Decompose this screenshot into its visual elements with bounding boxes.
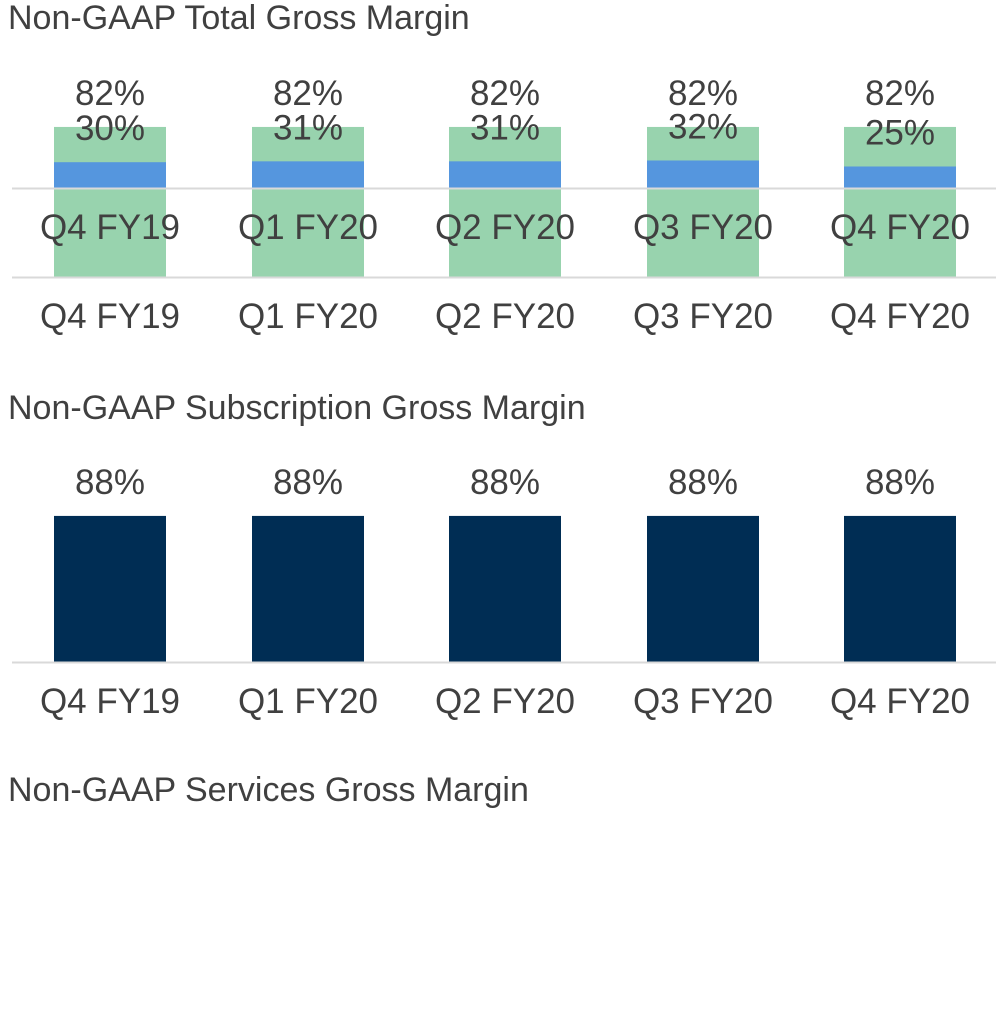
data-label: 82% [668, 74, 738, 113]
chart-title: Non-GAAP Services Gross Margin [8, 771, 529, 809]
category-label: Q2 FY20 [435, 682, 575, 721]
chart-plot: 30% Q4 FY19 31% Q1 FY20 31% Q2 FY20 32% Q3 FY20… [12, 107, 996, 247]
category-label: Q3 FY20 [633, 297, 773, 336]
chart-subscription-gross-margin: Non-GAAP Subscription Gross Margin 88% Q4… [0, 390, 1004, 735]
category-label: Q4 FY20 [830, 682, 970, 721]
chart-plot: 88% Q4 FY19 88% Q1 FY20 88% Q2 FY20 88% Q3 FY20… [12, 463, 996, 721]
category-label: Q3 FY20 [633, 682, 773, 721]
category-label: Q2 FY20 [435, 297, 575, 336]
data-label: 88% [75, 463, 145, 502]
category-label: Q1 FY20 [238, 208, 378, 247]
data-label: 88% [470, 463, 540, 502]
data-label: 82% [865, 74, 935, 113]
category-label: Q4 FY19 [40, 682, 180, 721]
bar-q4-fy19 [54, 162, 166, 188]
chart-services-gross-margin: Non-GAAP Services Gross Margin 30% Q4 FY1… [0, 107, 1004, 1027]
chart-title: Non-GAAP Total Gross Margin [8, 0, 470, 37]
bar-q3-fy20 [647, 160, 759, 188]
category-label: Q3 FY20 [633, 208, 773, 247]
data-label: 82% [273, 74, 343, 113]
data-label: 31% [273, 108, 343, 147]
data-label: 31% [470, 108, 540, 147]
bar-q2-fy20 [449, 515, 561, 662]
bar-q4-fy19 [54, 515, 166, 662]
chart-title: Non-GAAP Subscription Gross Margin [8, 389, 586, 427]
category-label: Q1 FY20 [238, 297, 378, 336]
bar-q4-fy20 [844, 515, 956, 662]
data-label: 88% [865, 463, 935, 502]
bar-q1-fy20 [252, 161, 364, 188]
chart-plot: 82% Q4 FY19 82% Q1 FY20 82% Q2 FY20 82% Q3 FY20… [12, 74, 996, 336]
bar-q4-fy20 [844, 126, 956, 277]
bar-q4-fy19 [54, 126, 166, 277]
bar-q1-fy20 [252, 126, 364, 277]
bar-q3-fy20 [647, 515, 759, 662]
data-label: 82% [75, 74, 145, 113]
data-label: 30% [75, 109, 145, 148]
bar-q1-fy20 [252, 515, 364, 662]
category-label: Q4 FY20 [830, 208, 970, 247]
bar-q3-fy20 [647, 126, 759, 277]
data-label: 32% [668, 107, 738, 146]
category-label: Q2 FY20 [435, 208, 575, 247]
data-label: 88% [273, 463, 343, 502]
data-label: 82% [470, 74, 540, 113]
chart-total-gross-margin: Non-GAAP Total Gross Margin 82% Q4 FY19 82… [0, 0, 1004, 345]
category-label: Q4 FY20 [830, 297, 970, 336]
category-label: Q4 FY19 [40, 297, 180, 336]
bar-q4-fy20 [844, 166, 956, 188]
data-label: 25% [865, 114, 935, 153]
bar-q2-fy20 [449, 161, 561, 188]
bar-q2-fy20 [449, 126, 561, 277]
category-label: Q1 FY20 [238, 682, 378, 721]
category-label: Q4 FY19 [40, 208, 180, 247]
data-label: 88% [668, 463, 738, 502]
